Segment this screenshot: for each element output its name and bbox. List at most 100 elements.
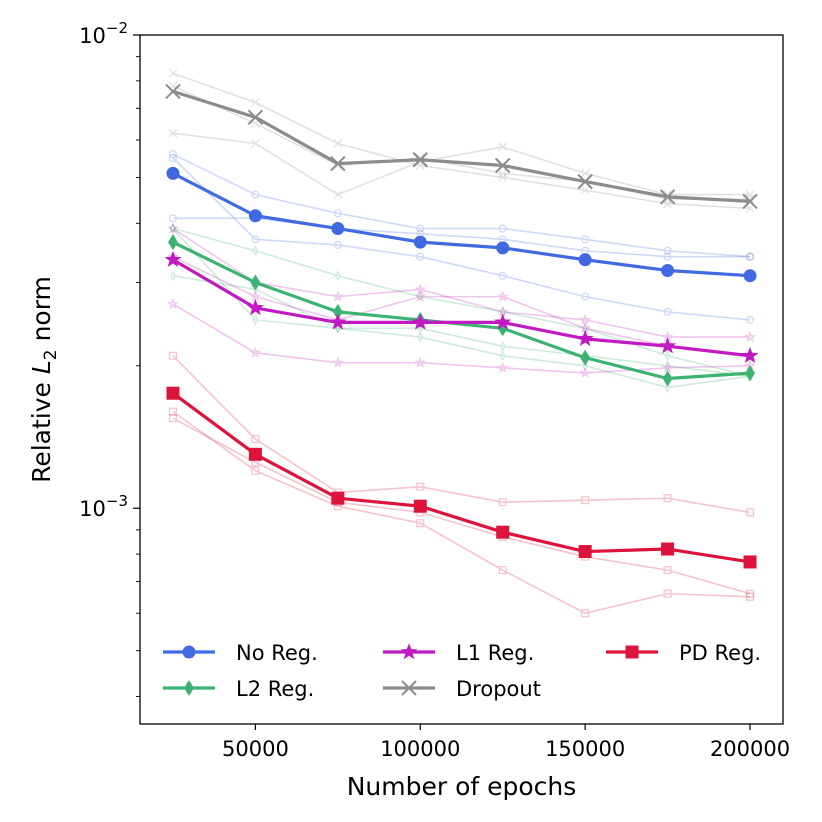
no-reg-run-point	[168, 153, 178, 162]
l2-reg-run-line	[172, 227, 751, 378]
legend-label: Dropout	[456, 677, 541, 701]
no-reg-run-point	[498, 224, 507, 233]
no-reg-run-point	[663, 246, 672, 255]
l1-reg-mean-point	[329, 313, 347, 330]
dropout-mean	[165, 83, 758, 210]
legend-marker	[625, 645, 639, 659]
plot-area	[140, 35, 783, 724]
legend-label: L2 Reg.	[236, 677, 314, 701]
pd-reg-run-point	[251, 466, 260, 475]
l2-reg-run-point	[252, 314, 259, 326]
dropout-mean-point	[659, 189, 676, 205]
dropout-run-2	[168, 128, 755, 200]
l1-reg-run-point	[249, 346, 262, 358]
y-axis-title: Relative L2 norm	[27, 276, 61, 483]
no-reg-run-point	[581, 292, 590, 301]
legend-label: PD Reg.	[679, 641, 761, 665]
l2-reg-run-point	[417, 331, 424, 343]
l2-reg-run-point	[417, 291, 424, 302]
no-reg-mean-point	[166, 166, 180, 180]
no-reg-mean-point	[413, 235, 427, 249]
no-reg-run-1	[168, 150, 755, 261]
dropout-run-point	[250, 138, 260, 148]
no-reg-run-point	[168, 214, 178, 223]
l2-reg-mean-point	[662, 370, 673, 387]
dropout-mean-point	[165, 83, 181, 100]
pd-reg-run-point	[663, 589, 672, 598]
l1-reg-run-point	[579, 366, 591, 379]
l1-reg-run-point	[167, 297, 179, 310]
no-reg-run-point	[251, 190, 260, 199]
dropout-mean-point	[495, 157, 511, 174]
dropout-run-point	[333, 138, 343, 148]
no-reg-run-point	[168, 150, 178, 159]
l2-reg-run-point	[169, 223, 177, 234]
no-reg-mean-point	[578, 253, 592, 267]
l1-reg-run-line	[172, 227, 751, 338]
no-reg-run-point	[663, 307, 672, 316]
no-reg-run-point	[333, 240, 342, 250]
no-reg-run-point	[498, 271, 507, 280]
no-reg-run-point	[745, 252, 755, 261]
l2-reg-mean	[168, 234, 755, 387]
l1-reg-mean-point	[576, 329, 594, 347]
pd-reg-run-point	[745, 592, 755, 601]
no-reg-run-point	[416, 224, 425, 233]
legend-label: L1 Reg.	[456, 641, 534, 665]
l2-reg-run-1	[169, 223, 754, 382]
pd-reg-mean-point	[578, 545, 592, 559]
no-reg-mean-point	[331, 222, 345, 236]
x-tick-label: 100000	[380, 737, 460, 761]
dropout-run-line	[172, 132, 751, 196]
l1-reg-run-point	[496, 290, 509, 302]
dropout-mean-point	[412, 152, 428, 168]
no-reg-run-point	[333, 209, 342, 218]
pd-reg-run-point	[581, 496, 590, 505]
pd-reg-mean-point	[331, 491, 345, 505]
legend-marker	[400, 643, 418, 660]
legend-marker	[182, 645, 196, 659]
legend-item-pd-reg: PD Reg.	[606, 641, 761, 665]
dropout-run-point	[333, 190, 343, 200]
dropout-run-point	[498, 168, 508, 178]
dropout-run-point	[663, 199, 673, 209]
l2-reg-run-point	[252, 245, 259, 257]
dropout-run-1	[168, 68, 755, 213]
x-tick-label: 150000	[545, 737, 625, 761]
pd-reg-run-point	[745, 508, 755, 517]
no-reg-run-line	[172, 153, 751, 258]
l1-reg-run-point	[414, 356, 427, 368]
l2-reg-run-point	[581, 360, 589, 372]
l2-reg-run-point	[664, 382, 671, 393]
l2-reg-run-point	[169, 270, 177, 281]
l2-reg-mean-point	[745, 365, 755, 382]
no-reg-mean-point	[661, 263, 675, 277]
pd-reg-run-2	[168, 407, 755, 618]
dropout-mean-point	[247, 109, 264, 126]
l1-reg-run-point	[414, 290, 427, 302]
l1-reg-mean-point	[494, 313, 512, 330]
l2-reg-mean-point	[580, 349, 591, 366]
pd-reg-run-line	[172, 410, 751, 615]
legend-item-l2-reg: L2 Reg.	[163, 677, 314, 701]
pd-reg-mean-line	[172, 391, 751, 564]
dropout-mean-point	[577, 173, 593, 190]
l2-reg-mean-point	[250, 274, 261, 291]
pd-reg-mean-point	[496, 525, 510, 539]
l2-reg-run-point	[664, 350, 671, 362]
y-tick-label: 10−3	[79, 492, 128, 521]
l1-reg-run-point	[744, 330, 756, 342]
no-reg-run-point	[581, 235, 590, 244]
legend-marker	[184, 679, 194, 697]
l1-reg-run-point	[414, 283, 427, 295]
no-reg-run-line	[172, 157, 751, 321]
dropout-run-line	[172, 72, 751, 210]
l1-reg-run-2	[167, 297, 756, 379]
mean-series	[164, 83, 759, 569]
legend-item-l1-reg: L1 Reg.	[383, 641, 534, 665]
legend-marker	[401, 680, 417, 696]
dropout-run-point	[168, 68, 178, 78]
x-tick-label: 200000	[710, 737, 790, 761]
l1-reg-mean	[164, 250, 759, 363]
pd-reg-run-point	[663, 494, 672, 503]
